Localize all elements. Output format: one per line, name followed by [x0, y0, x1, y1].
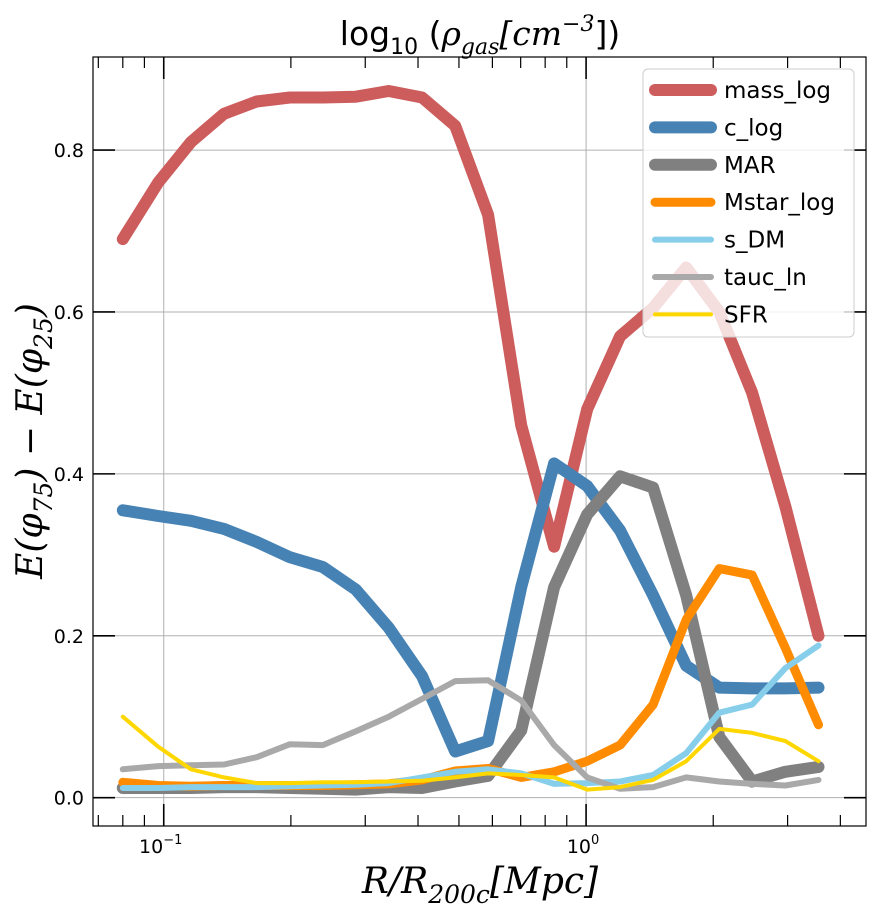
chart-title: log10 (ρgas[cm−3]) — [340, 12, 620, 60]
series-line-tauc-ln — [119, 677, 822, 792]
series-line-sfr — [120, 714, 821, 792]
axis-ticks — [93, 57, 866, 826]
legend-box — [642, 68, 855, 338]
y-tick-label: 0.6 — [54, 302, 84, 324]
series-line-s-dm — [119, 642, 822, 791]
legend-label: Mstar_log — [724, 190, 835, 216]
x-tick-label: 100 — [567, 833, 599, 858]
x-tick-label: 10−1 — [139, 833, 182, 858]
legend-label: c_log — [724, 115, 783, 141]
tick-labels: 0.0 0.2 0.4 0.6 0.8 10−1 100 — [54, 140, 600, 858]
y-tick-label: 0.8 — [54, 140, 84, 162]
legend-label: s_DM — [724, 228, 785, 254]
legend: mass_log c_log MAR Mstar_log s_DM tauc_ln SFR — [642, 68, 855, 338]
x-axis-label: R/R200c[Mpc] — [361, 861, 599, 909]
y-axis-label: E(φ75) − E(φ25) — [10, 303, 58, 580]
legend-label: mass_log — [724, 78, 831, 104]
plot-frame — [92, 56, 867, 827]
legend-label: tauc_ln — [724, 265, 807, 291]
legend-label: MAR — [724, 153, 776, 179]
y-tick-label: 0.0 — [54, 788, 84, 810]
legend-label: SFR — [724, 302, 768, 328]
plot-lines — [116, 85, 825, 796]
y-tick-label: 0.2 — [54, 626, 84, 648]
y-tick-label: 0.4 — [54, 464, 84, 486]
